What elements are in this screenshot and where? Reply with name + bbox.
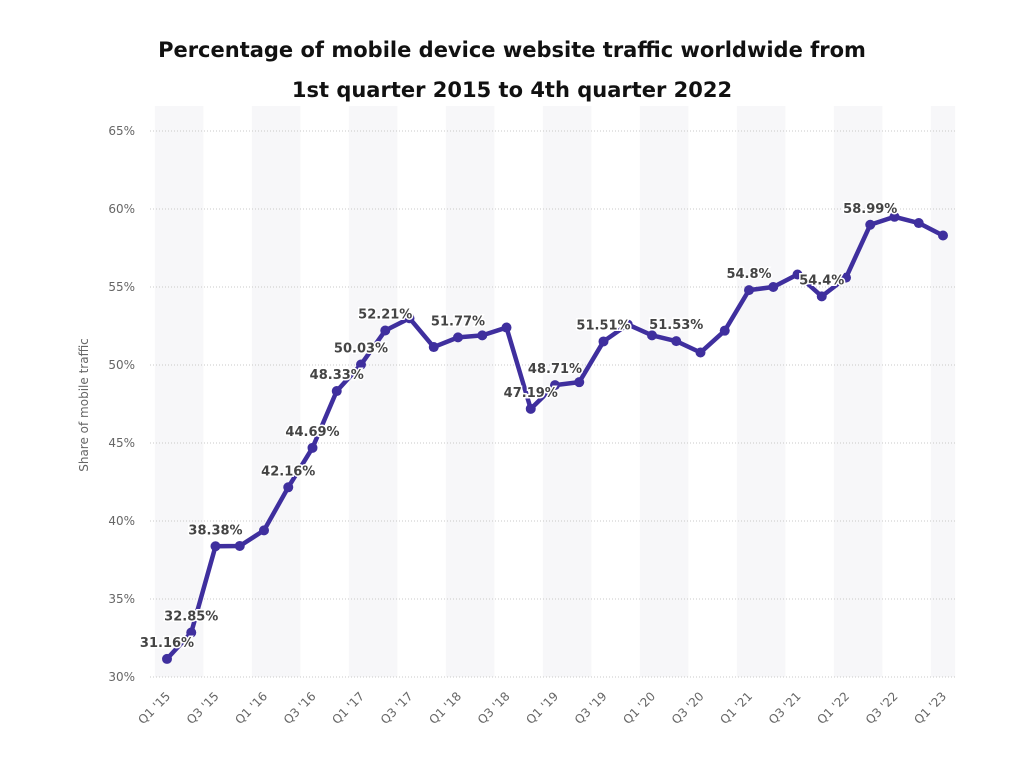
data-point	[719, 325, 730, 336]
y-tick-label: 50%	[108, 358, 135, 372]
data-label: 47.19%	[504, 386, 558, 401]
x-tick-label: Q1 '22	[814, 689, 852, 727]
y-tick-label: 40%	[108, 514, 135, 528]
data-point	[501, 322, 512, 333]
x-tick-label: Q3 '16	[281, 689, 319, 727]
data-label: 51.51%	[576, 318, 630, 333]
data-point	[331, 386, 342, 397]
data-point	[816, 291, 827, 302]
title-line-2: 1st quarter 2015 to 4th quarter 2022	[291, 78, 733, 102]
data-point	[865, 219, 876, 230]
x-tick-label: Q3 '19	[572, 689, 610, 727]
x-tick-label: Q1 '18	[426, 689, 464, 727]
data-point	[889, 211, 900, 222]
data-point	[356, 359, 366, 370]
data-point	[259, 525, 269, 536]
data-point	[428, 342, 439, 353]
data-label: 38.38%	[188, 523, 242, 538]
chart-title: Percentage of mobile device website traf…	[0, 30, 1024, 110]
y-tick-label: 35%	[108, 592, 135, 606]
y-tick-label: 60%	[108, 202, 135, 216]
x-tick-label: Q3 '22	[863, 689, 901, 727]
x-tick-label: Q1 '15	[135, 689, 173, 727]
x-tick-label: Q3 '17	[378, 689, 416, 727]
x-tick-label: Q3 '20	[669, 689, 707, 727]
x-tick-label: Q3 '15	[184, 689, 222, 727]
data-point	[234, 540, 245, 551]
data-point	[841, 272, 851, 283]
title-line-1: Percentage of mobile device website traf…	[158, 38, 866, 62]
data-point	[525, 403, 536, 414]
x-tick-label: Q3 '18	[475, 689, 513, 727]
data-point	[162, 653, 172, 664]
data-point	[792, 269, 803, 280]
data-point	[744, 285, 754, 296]
data-point	[598, 336, 609, 347]
column-band	[736, 106, 786, 677]
x-tick-label: Q1 '23	[911, 689, 949, 727]
data-label: 48.33%	[310, 368, 364, 383]
data-point	[404, 313, 415, 324]
x-tick-label: Q1 '19	[523, 689, 561, 727]
data-label: 42.16%	[261, 464, 315, 479]
y-tick-label: 55%	[108, 280, 135, 294]
data-point	[647, 330, 657, 341]
x-tick-label: Q1 '17	[329, 689, 367, 727]
data-point	[550, 380, 560, 391]
y-tick-label: 30%	[108, 670, 135, 684]
data-point	[210, 541, 221, 552]
data-point	[671, 336, 682, 347]
data-label: 31.16%	[140, 636, 194, 651]
data-label: 51.77%	[431, 314, 485, 329]
data-point	[307, 442, 318, 453]
column-band	[251, 106, 301, 677]
data-label: 32.85%	[164, 610, 218, 625]
data-point	[283, 482, 294, 493]
x-tick-label: Q1 '16	[232, 689, 270, 727]
column-band	[930, 106, 956, 677]
column-band	[833, 106, 883, 677]
data-point	[574, 377, 585, 388]
data-point	[768, 282, 779, 292]
y-tick-label: 65%	[108, 124, 135, 138]
data-label: 48.71%	[528, 362, 582, 377]
x-tick-label: Q3 '21	[766, 689, 804, 727]
column-band	[639, 106, 689, 677]
data-point	[938, 230, 948, 241]
y-tick-label: 45%	[108, 436, 135, 450]
data-label: 44.69%	[285, 425, 339, 440]
data-point	[380, 325, 391, 336]
data-label: 58.99%	[843, 202, 897, 217]
data-point	[913, 218, 924, 229]
data-label: 50.03%	[334, 342, 388, 357]
data-label: 51.53%	[649, 318, 703, 333]
data-point	[695, 347, 706, 358]
data-point	[477, 330, 488, 341]
column-band	[445, 106, 495, 677]
x-tick-label: Q1 '20	[620, 689, 658, 727]
data-point	[186, 627, 197, 638]
column-band	[154, 106, 204, 677]
x-tick-label: Q1 '21	[717, 689, 755, 727]
data-label: 52.21%	[358, 308, 412, 323]
data-label: 54.4%	[799, 273, 844, 288]
data-label: 54.8%	[726, 267, 771, 282]
data-point	[622, 319, 633, 330]
y-axis-label: Share of mobile traffic	[77, 338, 91, 472]
data-point	[453, 332, 463, 343]
column-band	[348, 106, 398, 677]
